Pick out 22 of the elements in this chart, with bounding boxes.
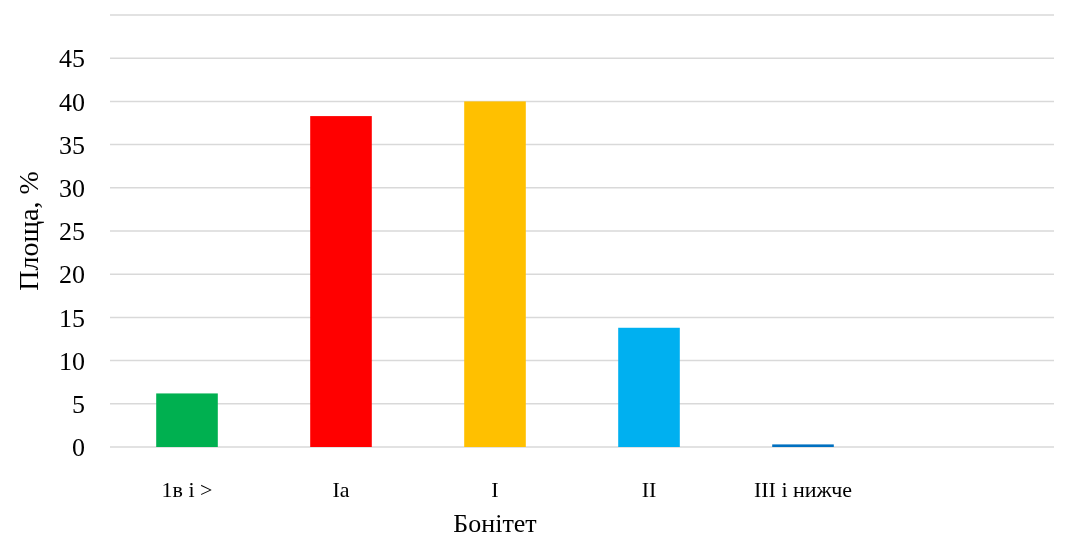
x-tick-label: Іа <box>332 477 350 502</box>
y-tick-label: 15 <box>59 303 85 333</box>
y-tick-label: 30 <box>59 173 85 203</box>
y-tick-label: 40 <box>59 87 85 117</box>
y-tick-label: 5 <box>72 389 85 419</box>
x-tick-label: 1в і > <box>161 477 213 502</box>
y-tick-label: 10 <box>59 346 85 376</box>
y-tick-label: 20 <box>59 260 85 290</box>
y-tick-label: 0 <box>72 433 85 463</box>
y-tick-label: 45 <box>59 44 85 74</box>
x-tick-label: ІІ <box>641 477 657 502</box>
bar <box>156 393 218 447</box>
y-axis-title: Площа, % <box>13 171 44 291</box>
bar <box>772 444 834 447</box>
y-tick-label: 25 <box>59 217 85 247</box>
x-tick-label: І <box>491 477 499 502</box>
x-axis-title: Бонітет <box>453 509 537 538</box>
y-tick-label: 35 <box>59 130 85 160</box>
x-tick-label: ІІІ і нижче <box>753 477 853 502</box>
bar <box>618 327 680 447</box>
bar <box>464 101 526 447</box>
bar <box>310 116 372 447</box>
